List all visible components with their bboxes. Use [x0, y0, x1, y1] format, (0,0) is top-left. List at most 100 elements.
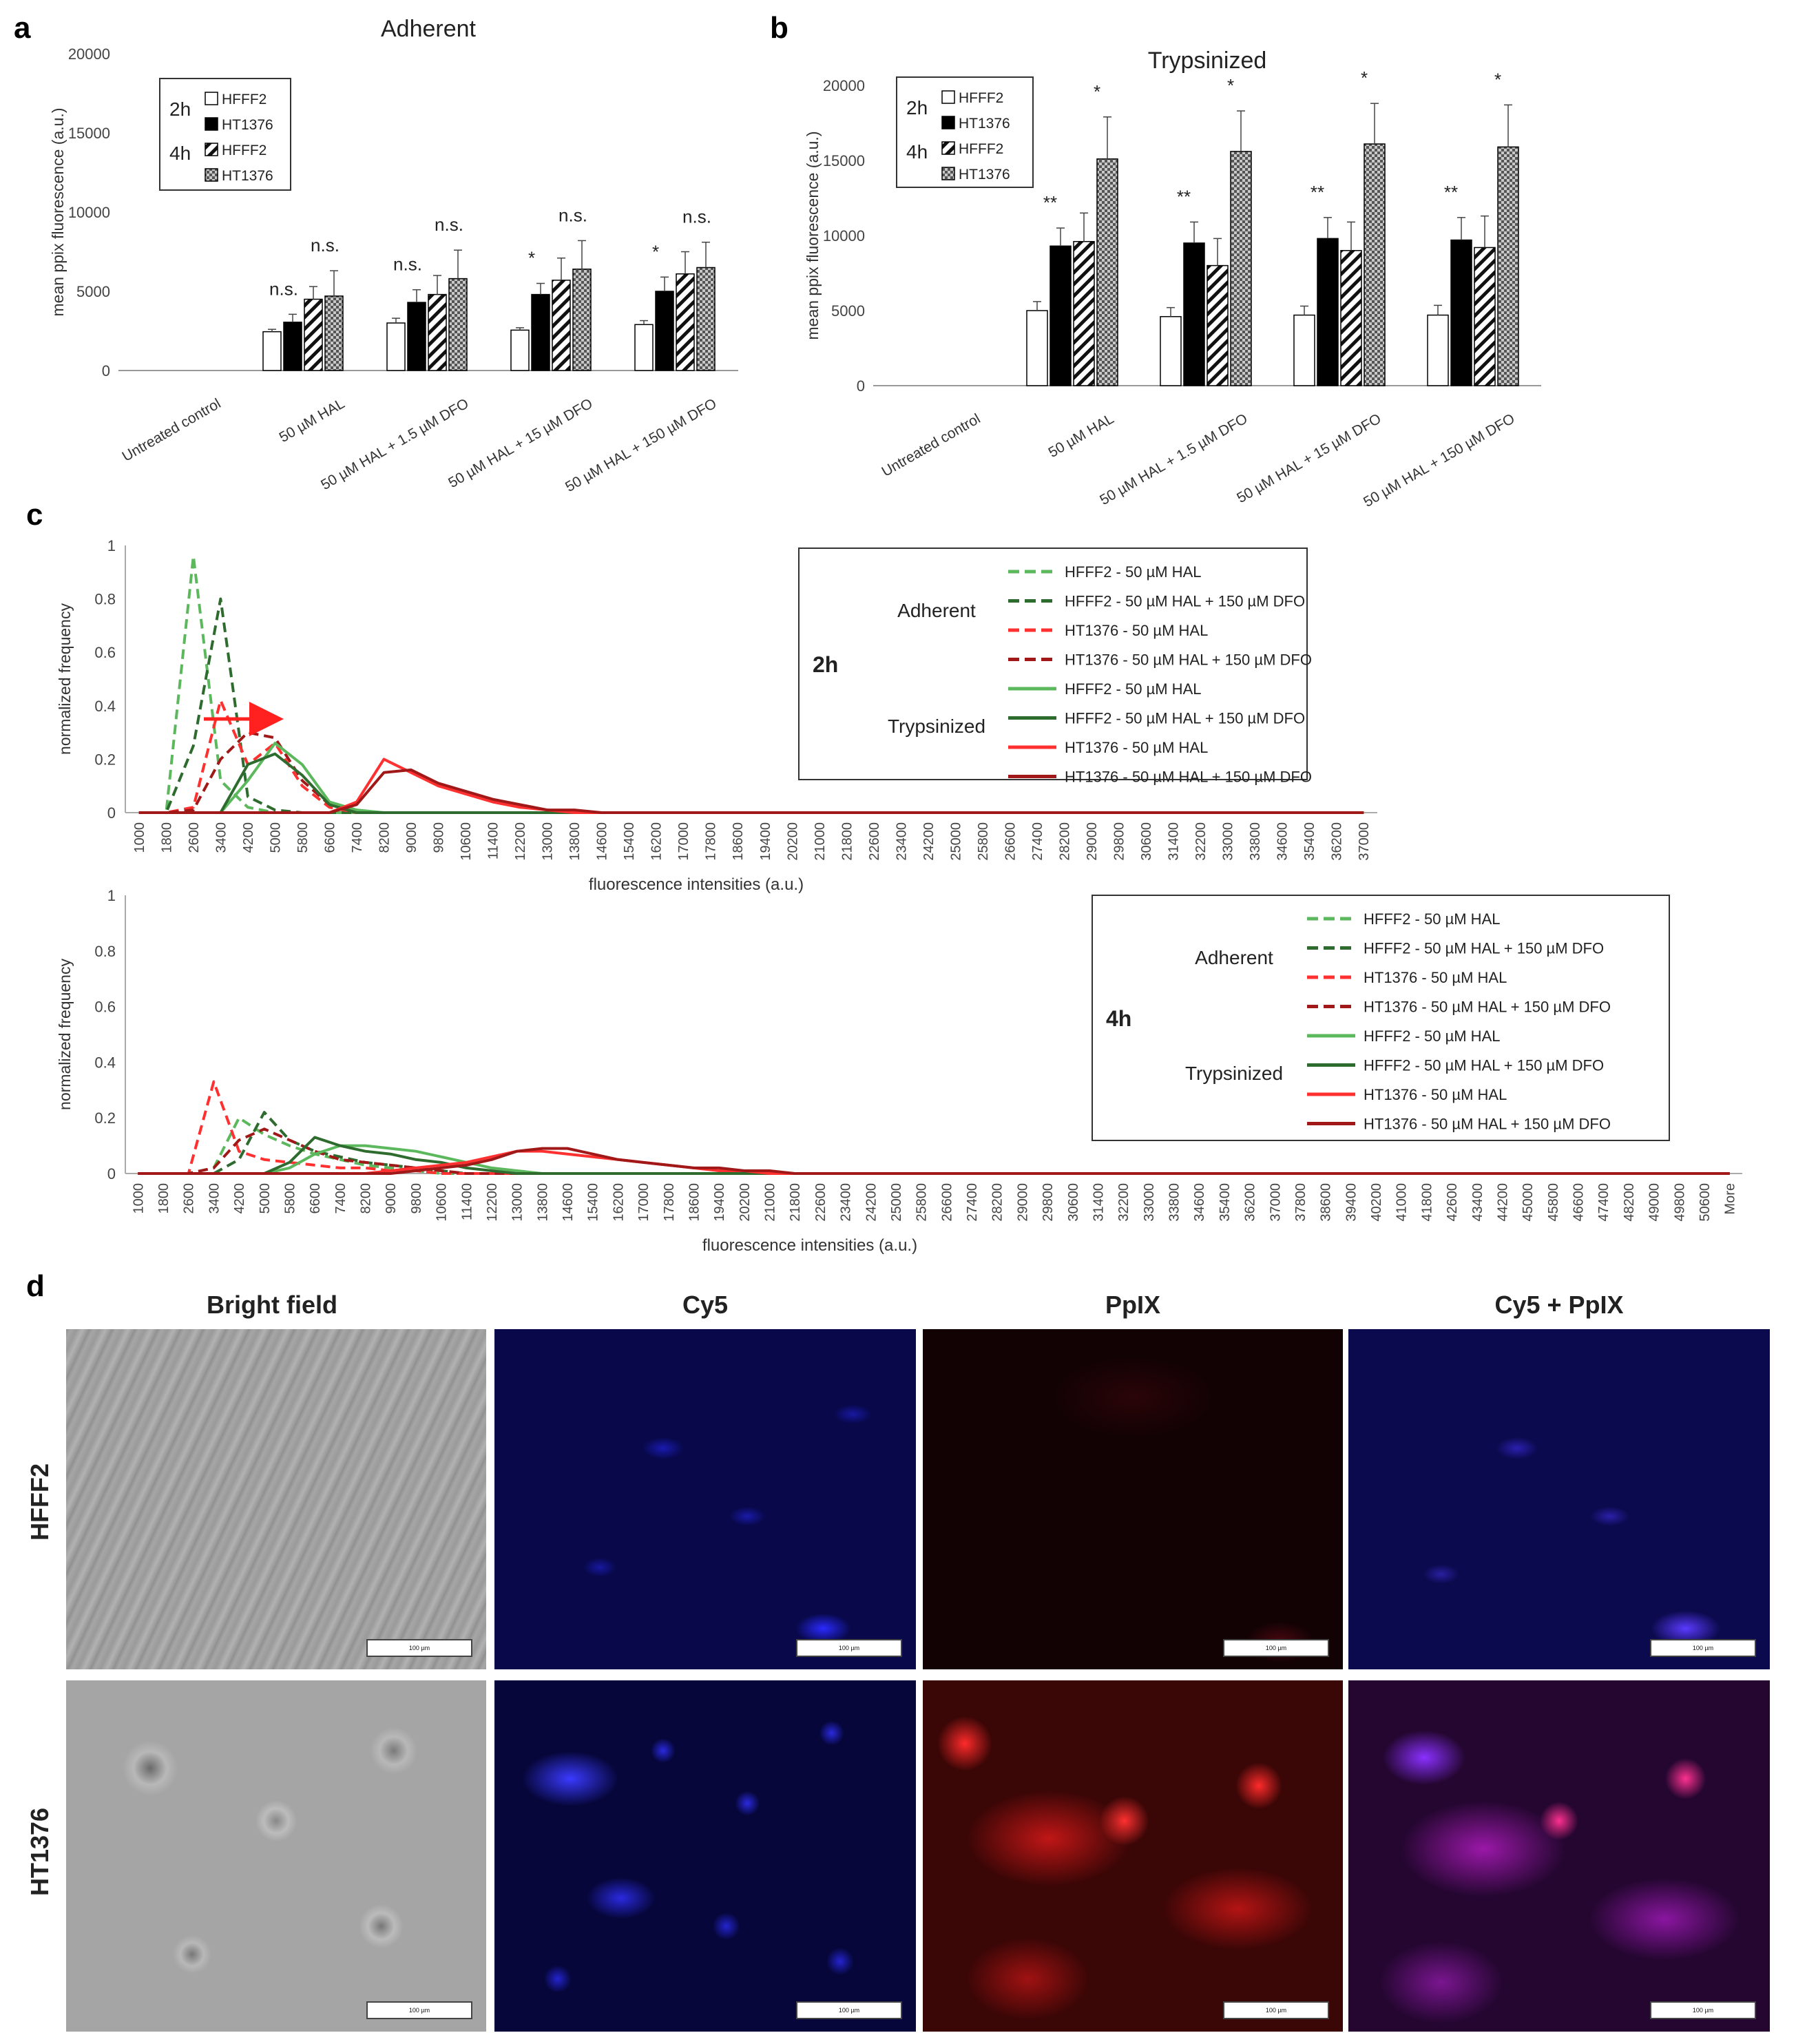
x-tick-label: 9000: [404, 822, 419, 853]
panel-letter-b: b: [770, 11, 789, 45]
legend-label: HFFF2: [222, 143, 267, 158]
significance-4h: *: [1094, 81, 1100, 102]
x-tick-label: 36200: [1330, 822, 1345, 861]
legend-label: HT1376 - 50 µM HAL: [1364, 969, 1507, 986]
x-tick-label: 5000: [258, 1183, 273, 1214]
x-tick-label: 34600: [1275, 822, 1291, 861]
significance-4h: n.s.: [558, 205, 587, 225]
legend-label: HT1376 - 50 µM HAL: [1065, 739, 1208, 756]
x-tick-label: 3400: [213, 822, 229, 853]
x-tick-label: 38600: [1319, 1183, 1334, 1222]
category-label: Untreated control: [119, 395, 223, 464]
bar: [1497, 146, 1519, 386]
bar: [1427, 314, 1449, 386]
x-tick-label: 10600: [435, 1183, 450, 1222]
image-hfff2-ppix: 100 µm: [923, 1329, 1343, 1669]
bar: [510, 329, 530, 371]
category-label: 50 µM HAL + 15 µM DFO: [1234, 410, 1383, 506]
category-label: 50 µM HAL + 150 µM DFO: [1361, 410, 1517, 510]
bar: [1160, 315, 1182, 386]
x-tick-label: 24200: [921, 822, 937, 861]
panel-b-chart: Trypsinized 0 5000 10000 15000 20000 mean ppix…: [804, 48, 1541, 510]
x-tick-label: 13800: [567, 822, 583, 861]
x-tick-label: 23400: [894, 822, 909, 861]
legend-swatch: [205, 168, 218, 182]
legend-label: HFFF2: [959, 90, 1003, 106]
x-tick-label: 39400: [1344, 1183, 1359, 1222]
x-tick-label: 26600: [1003, 822, 1018, 861]
x-tick-label: 19400: [758, 822, 773, 861]
scalebar: 100 µm: [1223, 2001, 1329, 2019]
x-tick-label: 40200: [1369, 1183, 1384, 1222]
x-tick-label: 25000: [889, 1183, 904, 1222]
x-tick-label: 41800: [1419, 1183, 1434, 1222]
column-label-bright-field: Bright field: [207, 1291, 337, 1319]
legend-swatch: [941, 116, 955, 129]
legend-label: HT1376 - 50 µM HAL + 150 µM DFO: [1364, 1116, 1611, 1133]
panel-letter-c: c: [26, 498, 43, 532]
x-tick-label: 6600: [322, 822, 337, 853]
x-tick-label: 14600: [595, 822, 610, 861]
x-tick-label: 22600: [867, 822, 882, 861]
x-tick-label: 1000: [131, 1183, 146, 1214]
bar: [407, 302, 426, 371]
legend-group-4h: 4h: [906, 141, 928, 163]
x-tick-label: 21000: [763, 1183, 778, 1222]
x-tick-label: 35400: [1302, 822, 1317, 861]
x-tick-label: More: [1723, 1183, 1738, 1215]
image-ht1376-bright-field: 100 µm: [66, 1680, 486, 2032]
x-tick-label: 20200: [738, 1183, 753, 1222]
legend-swatch: [941, 167, 955, 180]
x-tick-label: 1800: [159, 822, 174, 853]
legend-label: HT1376: [959, 116, 1010, 132]
x-tick-label: 5000: [268, 822, 283, 853]
panel-letter-a: a: [14, 11, 31, 45]
y-tick-label: 0: [102, 362, 110, 379]
y-tick-label: 0: [107, 804, 116, 822]
legend-label: HT1376: [222, 117, 273, 133]
x-tick-label: 15400: [586, 1183, 601, 1222]
bar: [428, 293, 447, 371]
y-tick-label: 10000: [68, 204, 110, 221]
bar: [1050, 245, 1072, 386]
bar: [304, 298, 323, 371]
image-hfff2-cy5: 100 µm: [494, 1329, 916, 1669]
x-tick-label: 5800: [282, 1183, 297, 1214]
x-tick-label: 22600: [813, 1183, 828, 1222]
x-tick-label: 21000: [813, 822, 828, 861]
y-tick-label: 20000: [68, 45, 110, 63]
x-tick-label: 29000: [1015, 1183, 1030, 1222]
x-tick-label: 33800: [1248, 822, 1263, 861]
x-tick-label: 11400: [486, 822, 501, 859]
scalebar: 100 µm: [1223, 1639, 1329, 1657]
x-tick-label: 18600: [687, 1183, 702, 1222]
x-tick-label: 37000: [1268, 1183, 1283, 1222]
row-label-hfff2: HFFF2: [25, 1463, 54, 1541]
x-tick-label: 9800: [432, 822, 447, 853]
x-tick-label: 12200: [513, 822, 528, 861]
image-hfff2-cy5-ppix: 100 µm: [1348, 1329, 1770, 1669]
legend-label: HFFF2 - 50 µM HAL: [1065, 563, 1201, 581]
y-tick-label: 5000: [831, 302, 865, 320]
bar: [572, 269, 592, 371]
x-tick-label: 16200: [611, 1183, 626, 1222]
significance-2h: **: [1043, 192, 1057, 213]
x-tick-label: 2600: [187, 822, 202, 853]
x-tick-label: 8200: [359, 1183, 374, 1214]
column-label-ppix: PpIX: [1105, 1291, 1160, 1319]
x-tick-label: 29800: [1041, 1183, 1056, 1222]
x-tick-label: 1000: [132, 822, 147, 853]
legend-label: HFFF2 - 50 µM HAL + 150 µM DFO: [1364, 1057, 1604, 1074]
x-tick-label: 26600: [939, 1183, 954, 1222]
legend-swatch: [941, 141, 955, 155]
y-tick-label: 1: [107, 537, 116, 554]
y-tick-label: 10000: [823, 227, 865, 244]
category-label: 50 µM HAL + 1.5 µM DFO: [1097, 410, 1250, 508]
scalebar: 100 µm: [796, 2001, 902, 2019]
x-tick-label: 49000: [1647, 1183, 1662, 1222]
legend-label: HFFF2 - 50 µM HAL + 150 µM DFO: [1364, 940, 1604, 957]
scalebar: 100 µm: [1650, 2001, 1756, 2019]
x-tick-label: 17000: [676, 822, 691, 861]
image-ht1376-ppix: 100 µm: [923, 1680, 1343, 2032]
